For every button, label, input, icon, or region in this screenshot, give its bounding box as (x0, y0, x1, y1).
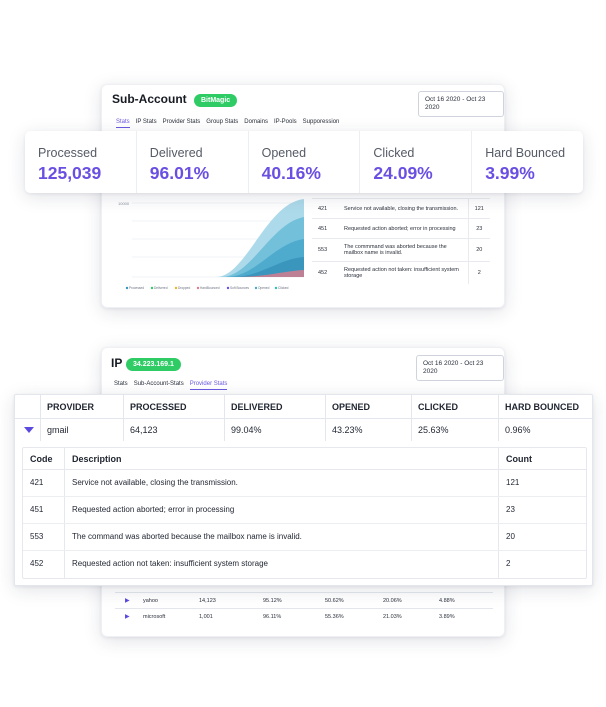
legend-opened: Opened (258, 286, 270, 290)
cell-processed: 64,123 (124, 419, 225, 441)
date-range-picker[interactable]: Oct 16 2020 - Oct 23 2020 (416, 355, 504, 381)
legend-dropped: Dropped (178, 286, 190, 290)
stat-label: Processed (38, 146, 98, 160)
table-row: 452 Requested action not taken: insuffic… (312, 261, 490, 284)
expand-arrow-icon[interactable]: ▶ (115, 608, 139, 625)
caret-down-icon[interactable] (24, 427, 34, 433)
tab-group-stats[interactable]: Group Stats (206, 119, 239, 125)
col-opened: OPENED (326, 395, 412, 418)
stat-value: 24.09% (373, 163, 433, 183)
col-processed: PROCESSED (124, 395, 225, 418)
stat-value: 3.99% (485, 163, 535, 183)
stat-label: Opened (261, 146, 307, 160)
expand-arrow-icon[interactable]: ▶ (115, 592, 139, 609)
col-code: Code (23, 448, 65, 469)
table-row: 451 Requested action aborted; error in p… (23, 497, 586, 524)
stat-label: Delivered (149, 146, 203, 160)
table-row: 421 Service not available, closing the t… (312, 198, 490, 219)
stat-clicked: Clicked 24.09% (360, 131, 473, 193)
sub-account-card: Sub-Account BitMagic Oct 16 2020 - Oct 2… (101, 84, 505, 308)
tab-stats[interactable]: Stats (116, 119, 130, 128)
tab-provider-stats[interactable]: Provider Stats (162, 119, 201, 125)
cell-hard-bounced: 0.96% (505, 425, 531, 435)
stat-hard-bounced: Hard Bounced 3.99% (472, 131, 583, 193)
tab-provider-stats[interactable]: Provider Stats (189, 381, 228, 390)
cell-provider: gmail (41, 419, 124, 441)
cell-opened: 43.23% (326, 419, 412, 441)
col-count: Count (506, 454, 532, 464)
bounce-code-mini-table: 421 Service not available, closing the t… (312, 198, 490, 284)
provider-table-header: PROVIDER PROCESSED DELIVERED OPENED CLIC… (15, 395, 592, 419)
legend-hardbounced: HardBounced (200, 286, 220, 290)
col-hard-bounced: HARD BOUNCED (505, 402, 579, 412)
cell-delivered: 99.04% (225, 419, 326, 441)
tab-domains[interactable]: Domains (244, 119, 268, 125)
col-clicked: CLICKED (412, 395, 499, 418)
table-row: 553 The commmand was aborted because the… (312, 238, 490, 262)
stat-label: Hard Bounced (485, 146, 566, 160)
legend-clicked: Clicked (278, 286, 289, 290)
stat-processed: Processed 125,039 (25, 131, 137, 193)
table-row: 452 Requested action not taken: insuffic… (23, 551, 586, 578)
bounce-code-table: Code Description Count 421 Service not a… (22, 447, 587, 579)
bounce-code-header: Code Description Count (23, 448, 586, 470)
stat-value: 125,039 (38, 163, 102, 183)
tab-ip-stats[interactable]: IP Stats (135, 119, 157, 125)
stats-area-chart: 10000 Processed Delivered Dropped HardBo… (118, 199, 304, 290)
stat-value: 96.01% (149, 163, 210, 183)
stat-label: Clicked (373, 146, 415, 160)
provider-detail-card: PROVIDER PROCESSED DELIVERED OPENED CLIC… (14, 394, 593, 586)
tab-stats[interactable]: Stats (114, 381, 128, 387)
stat-value: 40.16% (261, 163, 321, 183)
stat-opened: Opened 40.16% (249, 131, 361, 193)
tab-ip-pools[interactable]: IP-Pools (273, 119, 297, 125)
sub-account-badge: BitMagic (194, 94, 238, 107)
table-row: 451 Requested action aborted; error in p… (312, 218, 490, 239)
table-row[interactable]: ▶ microsoft 1,001 96.11% 55.36% 21.03% 3… (115, 608, 493, 625)
table-row-gmail[interactable]: gmail 64,123 99.04% 43.23% 25.63% 0.96% (15, 419, 592, 441)
ip-title: IP (111, 356, 123, 370)
legend-processed: Processed (129, 286, 144, 290)
cell-clicked: 25.63% (412, 419, 499, 441)
ip-badge: 34.223.169.1 (126, 358, 181, 371)
table-row[interactable]: ▶ yahoo 14,123 95.12% 50.62% 20.06% 4.88… (115, 592, 493, 609)
table-row: 553 The command was aborted because the … (23, 524, 586, 551)
stats-summary-card: Processed 125,039 Delivered 96.01% Opene… (25, 131, 583, 193)
tab-supression[interactable]: Supporession (302, 119, 340, 125)
table-row: 421 Service not available, closing the t… (23, 470, 586, 497)
col-provider: PROVIDER (41, 395, 124, 418)
col-delivered: DELIVERED (225, 395, 326, 418)
tab-sub-account-stats[interactable]: Sub-Account-Stats (133, 381, 184, 387)
date-range-picker[interactable]: Oct 16 2020 - Oct 23 2020 (418, 91, 504, 117)
legend-delivered: Delivered (154, 286, 168, 290)
stat-delivered: Delivered 96.01% (137, 131, 249, 193)
legend-soft-bounces: Soft Bounces (230, 286, 249, 290)
sub-account-title: Sub-Account (112, 92, 187, 106)
chart-y-tick: 10000 (118, 201, 130, 206)
sub-account-tabs: Stats IP Stats Provider Stats Group Stat… (116, 119, 339, 128)
provider-stats-table: ▶ yahoo 14,123 95.12% 50.62% 20.06% 4.88… (115, 592, 493, 625)
ip-tabs: Stats Sub-Account-Stats Provider Stats (114, 381, 228, 390)
col-description: Description (65, 448, 499, 469)
